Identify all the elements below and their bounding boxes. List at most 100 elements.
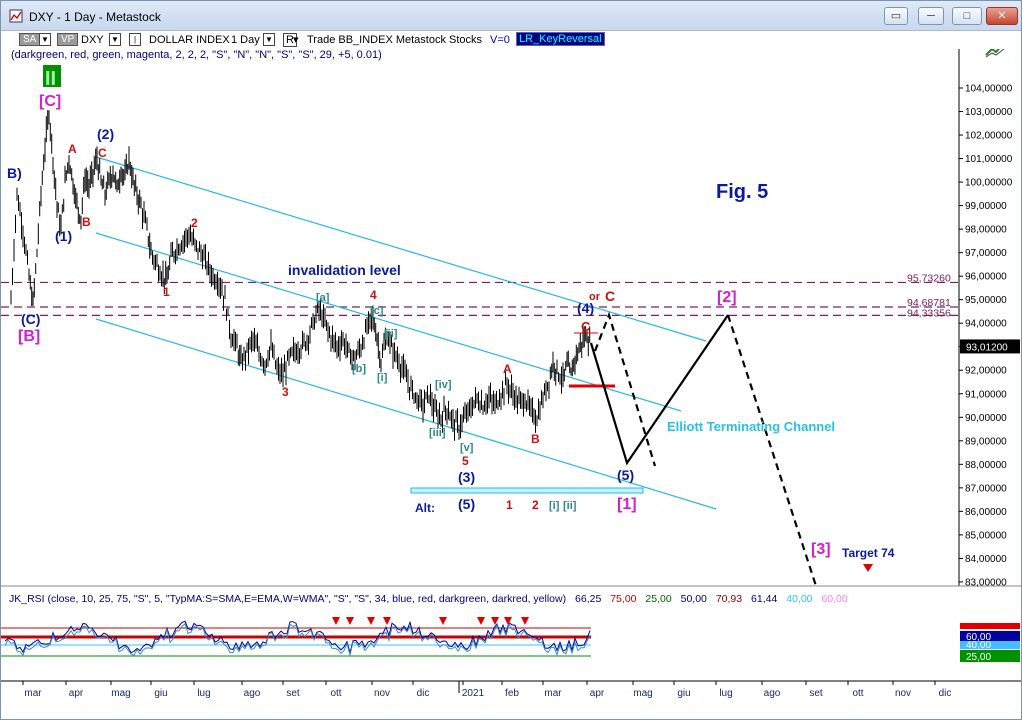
rsi-header-main: JK_RSI (close, 10, 25, 75, "S", 5, "TypM… [9, 593, 567, 605]
wave-4: 4 [370, 288, 377, 302]
date-label: giu [154, 688, 167, 699]
price-label: 83,00000 [965, 577, 1007, 588]
rsi-value-4: 50,00 [680, 593, 707, 605]
date-label: 2021 [462, 688, 485, 699]
v-zero-label: V=0 [490, 34, 510, 46]
rsi-signal-arrow [383, 617, 391, 625]
level-label: 94,33356 [907, 307, 951, 319]
last-price-label: 93,01200 [966, 342, 1008, 353]
rsi-signal-arrow [346, 617, 354, 625]
minimize-button[interactable]: ─ [918, 7, 944, 25]
wave-1: 1 [163, 285, 170, 299]
wave-iii-sq: [iii] [429, 427, 446, 439]
r-dropdown-icon[interactable]: ▾ [293, 34, 299, 46]
price-label: 97,00000 [965, 248, 1007, 259]
rsi-signal-arrow [439, 617, 447, 625]
price-label: 100,00000 [965, 178, 1013, 189]
date-label: mar [24, 688, 42, 699]
vp-button[interactable]: VP [57, 33, 79, 46]
chart-toolbar: SA ▼ VP DXY ▼ | DOLLAR INDEX 1 Day ▼ R ▾… [1, 31, 1021, 49]
symbol-label: DXY [81, 34, 104, 46]
wave-C1: C [98, 146, 107, 160]
date-label: ago [244, 688, 261, 699]
wave-labels: Fig. 5 invalidation level Elliott Terminat… [7, 65, 895, 560]
wave-i-sq: [i] [377, 372, 388, 384]
wave-1-paren: (1) [55, 228, 72, 244]
rsi-value-6: 61,44 [751, 593, 778, 605]
channel-label: Elliott Terminating Channel [667, 419, 835, 434]
wave-5: 5 [462, 454, 469, 468]
rsi-axis-label-low: 25,00 [966, 652, 991, 663]
date-label: dic [939, 688, 952, 699]
date-label: mag [633, 688, 652, 699]
price-label: 89,00000 [965, 436, 1007, 447]
wave-B-left: B) [7, 165, 22, 181]
date-label: apr [69, 688, 84, 699]
sa-dropdown-icon[interactable]: ▼ [39, 33, 51, 46]
target-arrow [863, 564, 873, 572]
rsi-axis-label-upper: 60,00 [966, 632, 991, 643]
sa-button[interactable]: SA [19, 33, 41, 46]
rsi-value-1: 66,25 [575, 593, 602, 605]
security-info-icon[interactable]: | [129, 33, 141, 46]
symbol-dropdown-icon[interactable]: ▼ [109, 33, 121, 46]
wave-ii-alt: [ii] [563, 500, 577, 512]
invalidation-label: invalidation level [288, 262, 401, 278]
wave-5-paren-alt: (5) [458, 496, 475, 512]
wave-2-alt: 2 [532, 498, 539, 512]
date-label: ago [764, 688, 781, 699]
rsi-signal-line [4, 622, 591, 657]
indicator-params: (darkgreen, red, green, magenta, 2, 2, 2… [11, 49, 382, 61]
wave-iv-sq: [iv] [435, 379, 452, 391]
price-label: 101,00000 [965, 154, 1013, 165]
date-label: mar [544, 688, 562, 699]
rsi-signal-arrow [332, 617, 340, 625]
period-dropdown-icon[interactable]: ▼ [263, 33, 275, 46]
wave-B-big: [B] [18, 328, 40, 345]
price-label: 103,00000 [965, 107, 1013, 118]
wave-C-paren: (C) [21, 311, 40, 327]
projection-dashed-alt [593, 311, 657, 467]
window-title: DXY - 1 Day - Metastock [29, 10, 161, 24]
c-red-mid: C [581, 319, 591, 334]
date-label: set [809, 688, 823, 699]
rsi-value-3: 25,00 [645, 593, 672, 605]
wave-ii-sq: [ii] [384, 328, 398, 340]
channel-line [95, 232, 682, 412]
alt-label: Alt: [415, 501, 435, 515]
rsi-signal-arrow [491, 617, 499, 625]
rsi-axis-green [960, 650, 1020, 662]
wave-A2: A [503, 362, 512, 376]
wave-2: 2 [191, 216, 198, 230]
ii-badge-bg [43, 65, 61, 87]
wave-1-sq: [1] [617, 496, 637, 513]
price-label: 102,00000 [965, 131, 1013, 142]
date-label: ott [330, 688, 341, 699]
expert-badge[interactable]: LR_KeyReversal [516, 32, 605, 46]
date-label: mag [111, 688, 130, 699]
period-label: 1 Day [231, 34, 260, 46]
rsi-axis-blue [960, 631, 1020, 641]
date-label: lug [719, 688, 732, 699]
rsi-signal-arrow [521, 617, 529, 625]
projection-lines [589, 311, 873, 587]
toolbar-info: Trade BB_INDEX Metastock Stocks [307, 34, 483, 46]
price-label: 95,00000 [965, 295, 1007, 306]
level-label: 94,68781 [907, 297, 951, 309]
chart-area[interactable]: 104,00000 103,00000 102,00000 101,00000 100,… [1, 31, 1021, 719]
date-axis: mar apr mag giu lug ago set ott nov dic 2021 feb mar… [22, 681, 952, 699]
wave-C-big: [C] [39, 93, 61, 110]
maximize-button[interactable]: □ [952, 7, 982, 25]
wave-3: 3 [282, 385, 289, 399]
price-label: 85,00000 [965, 530, 1007, 541]
wave-5-paren: (5) [617, 467, 634, 483]
window-menu-button[interactable]: ▭ [884, 7, 908, 25]
rsi-header: JK_RSI (close, 10, 25, 75, "S", 5, "TypM… [9, 593, 848, 605]
price-label: 98,00000 [965, 225, 1007, 236]
price-label: 99,00000 [965, 201, 1007, 212]
wave-a-sq: [a] [316, 292, 330, 304]
close-button[interactable]: ✕ [986, 7, 1018, 25]
date-label: lug [197, 688, 210, 699]
r-mode-button[interactable]: R [283, 33, 297, 47]
